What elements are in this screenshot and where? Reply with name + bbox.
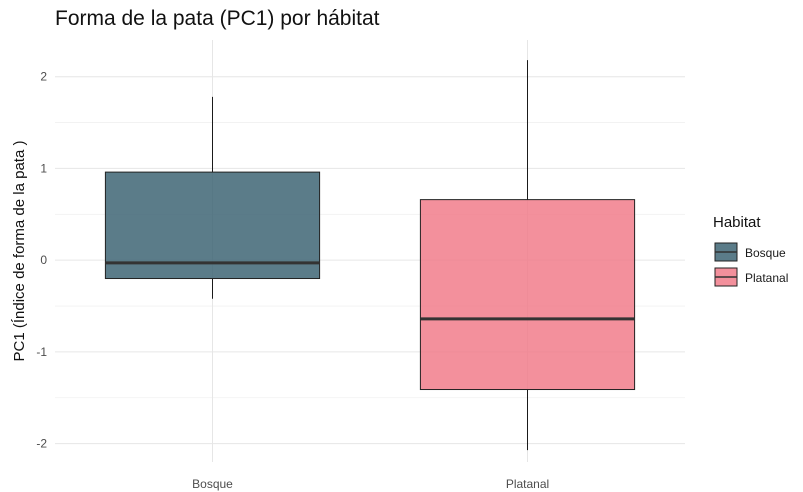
box-layer [104, 60, 636, 451]
legend-label-platanal: Platanal [745, 271, 788, 285]
chart-title: Forma de la pata (PC1) por hábitat [55, 7, 380, 30]
x-axis-ticks: Bosque Platanal [192, 477, 549, 491]
y-tick-label: 2 [40, 70, 47, 84]
iqr-box [104, 171, 321, 280]
y-axis-ticks: -2 -1 0 1 2 [36, 70, 47, 451]
y-tick-label: 1 [40, 161, 47, 175]
legend-label-bosque: Bosque [745, 246, 786, 260]
box-platanal [419, 60, 636, 451]
x-tick-label: Platanal [506, 477, 549, 491]
y-tick-label: -1 [36, 345, 47, 359]
box-bosque [104, 96, 321, 299]
legend: Habitat Bosque Platanal [713, 214, 788, 287]
iqr-box [419, 199, 636, 391]
y-axis-label: PC1 (Índice de forma de la pata ) [11, 141, 28, 362]
x-tick-label: Bosque [192, 477, 233, 491]
y-tick-label: 0 [40, 253, 47, 267]
y-tick-label: -2 [36, 437, 47, 451]
legend-title: Habitat [713, 214, 761, 231]
